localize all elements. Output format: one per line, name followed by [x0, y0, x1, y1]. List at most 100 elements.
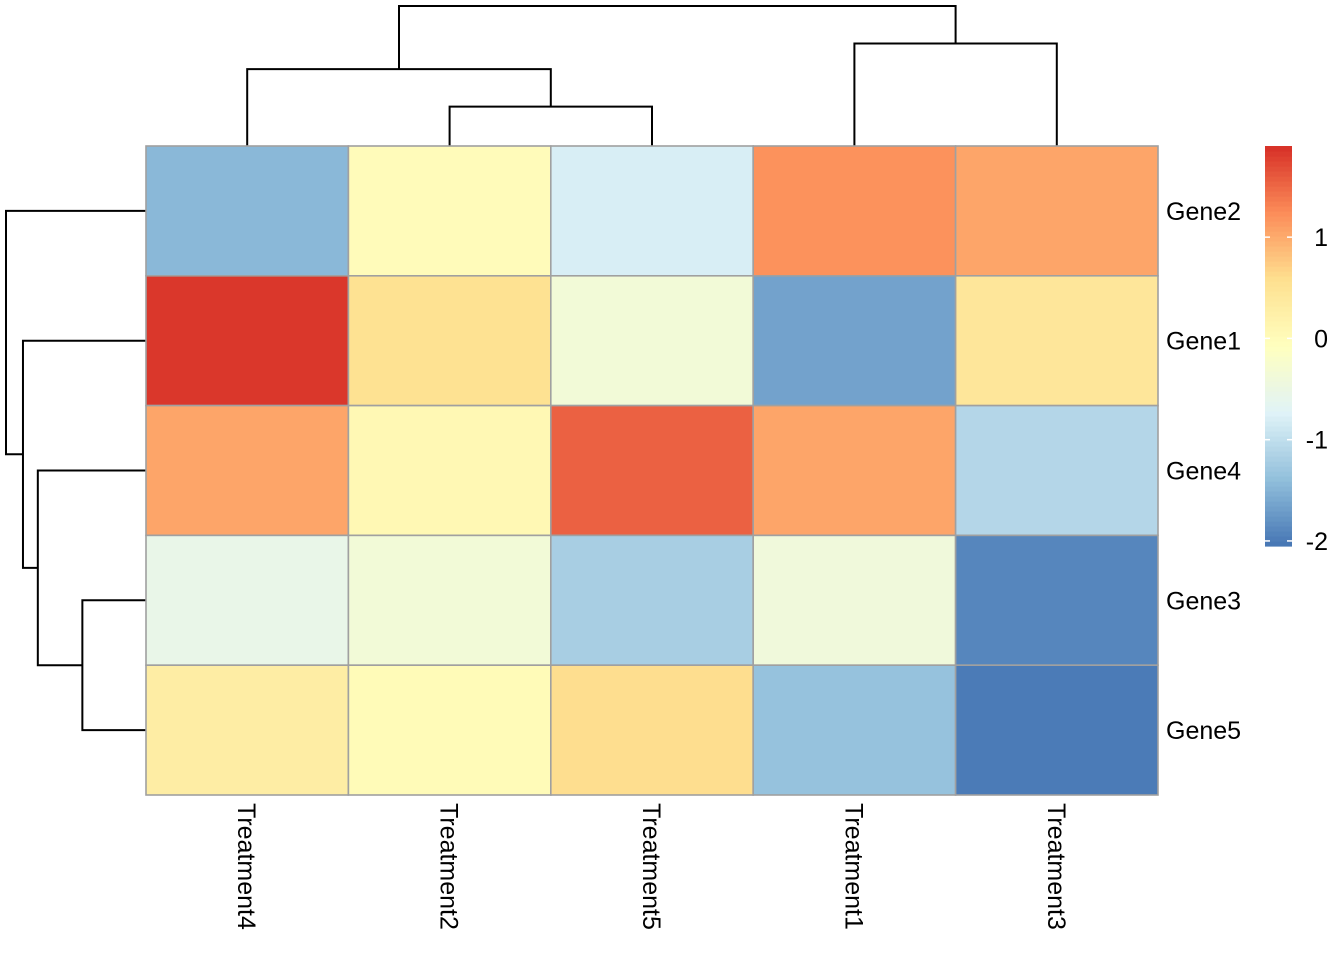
- legend-color-segment: [1265, 151, 1292, 157]
- row-dendrogram-link-3: [21, 339, 146, 569]
- legend-color-segment: [1265, 376, 1292, 382]
- legend-color-segment: [1265, 286, 1292, 292]
- legend-color-segment: [1265, 316, 1292, 322]
- legend-color-segment: [1265, 296, 1292, 302]
- cell-gene2-treatment3: [954, 145, 1159, 277]
- cell-gene5-treatment3: [954, 664, 1159, 796]
- legend-color-segment: [1265, 461, 1292, 467]
- column-dendrogram-link-2: [246, 68, 552, 146]
- legend-color-segment: [1265, 396, 1292, 402]
- legend-color-segment: [1265, 516, 1292, 522]
- legend-tick-label: 0: [1314, 325, 1328, 353]
- legend-color-segment: [1265, 246, 1292, 252]
- legend-color-segment: [1265, 271, 1292, 277]
- legend-color-segment: [1265, 311, 1292, 317]
- legend-color-segment: [1265, 256, 1292, 262]
- column-label-treatment2: Treatment2: [435, 803, 463, 930]
- cell-gene3-treatment1: [752, 534, 957, 667]
- legend-color-segment: [1265, 191, 1292, 197]
- legend-color-segment: [1265, 536, 1292, 542]
- legend-color-segment: [1265, 451, 1292, 457]
- legend-color-segment: [1265, 201, 1292, 207]
- legend-color-segment: [1265, 291, 1292, 297]
- cell-gene5-treatment2: [347, 664, 552, 796]
- legend-color-segment: [1265, 441, 1292, 447]
- legend-color-segment: [1265, 506, 1292, 512]
- legend-color-segment: [1265, 426, 1292, 432]
- row-label-gene4: Gene4: [1166, 458, 1241, 486]
- legend-color-segment: [1265, 326, 1292, 332]
- legend-color-segment: [1265, 321, 1292, 327]
- row-label-gene1: Gene1: [1166, 328, 1241, 356]
- column-dendrogram-link-4: [398, 5, 957, 70]
- legend-color-segment: [1265, 431, 1292, 437]
- legend-color-segment: [1265, 306, 1292, 312]
- legend-color-segment: [1265, 301, 1292, 307]
- legend-color-segment: [1265, 361, 1292, 367]
- cell-gene2-treatment1: [752, 145, 957, 277]
- row-labels: Gene2 Gene1 Gene4 Gene3 Gene5: [1166, 198, 1241, 745]
- legend-color-segment: [1265, 281, 1292, 287]
- cell-gene4-treatment3: [954, 404, 1159, 537]
- legend-color-segment: [1265, 351, 1292, 357]
- legend-color-segment: [1265, 196, 1292, 202]
- legend-color-segment: [1265, 186, 1292, 192]
- legend-color-segment: [1265, 276, 1292, 282]
- legend-color-segment: [1265, 406, 1292, 412]
- cell-gene4-treatment1: [752, 404, 957, 537]
- legend-color-segment: [1265, 371, 1292, 377]
- column-label-treatment5: Treatment5: [637, 803, 665, 930]
- cell-gene4-treatment5: [549, 404, 754, 537]
- cell-gene4-treatment4: [145, 404, 350, 537]
- legend-color-segment: [1265, 541, 1292, 547]
- column-label-treatment1: Treatment1: [839, 803, 867, 930]
- heatmap-cells: [145, 145, 1159, 796]
- cell-gene3-treatment3: [954, 534, 1159, 667]
- legend-color-segment: [1265, 356, 1292, 362]
- cell-gene2-treatment4: [145, 145, 350, 277]
- row-label-gene3: Gene3: [1166, 587, 1241, 615]
- legend-color-segment: [1265, 511, 1292, 517]
- cell-gene3-treatment2: [347, 534, 552, 667]
- legend-color-segment: [1265, 236, 1292, 242]
- row-dendrogram-link-4: [5, 209, 146, 456]
- legend-color-segment: [1265, 476, 1292, 482]
- legend-color-segment: [1265, 221, 1292, 227]
- cell-gene1-treatment1: [752, 274, 957, 407]
- legend-color-segment: [1265, 386, 1292, 392]
- cell-gene1-treatment4: [145, 274, 350, 407]
- legend-color-segment: [1265, 241, 1292, 247]
- cell-gene5-treatment1: [752, 664, 957, 796]
- cell-gene1-treatment2: [347, 274, 552, 407]
- legend-color-segment: [1265, 416, 1292, 422]
- column-dendrogram-link-3: [853, 42, 1058, 146]
- legend-color-segment: [1265, 411, 1292, 417]
- legend-color-segment: [1265, 501, 1292, 507]
- legend-color-segment: [1265, 381, 1292, 387]
- cell-gene1-treatment5: [549, 274, 754, 407]
- column-dendrogram: [246, 5, 1058, 146]
- cell-gene2-treatment5: [549, 145, 754, 277]
- legend-color-segment: [1265, 521, 1292, 527]
- legend-color-segment: [1265, 486, 1292, 492]
- legend-color-segment: [1265, 346, 1292, 352]
- legend-color-segment: [1265, 206, 1292, 212]
- color-legend: 1 0 -1 -2: [1265, 146, 1328, 556]
- legend-tick-label: -1: [1306, 427, 1328, 455]
- legend-tick-label: 1: [1314, 224, 1328, 252]
- legend-color-segment: [1265, 526, 1292, 532]
- cell-gene1-treatment3: [954, 274, 1159, 407]
- column-dendrogram-link-1: [448, 105, 653, 146]
- legend-color-segment: [1265, 401, 1292, 407]
- row-label-gene2: Gene2: [1166, 198, 1241, 226]
- legend-color-segment: [1265, 231, 1292, 237]
- legend-color-segment: [1265, 251, 1292, 257]
- legend-color-segment: [1265, 336, 1292, 342]
- cell-gene2-treatment2: [347, 145, 552, 277]
- cell-gene5-treatment5: [549, 664, 754, 796]
- row-label-gene5: Gene5: [1166, 717, 1241, 745]
- legend-color-segment: [1265, 226, 1292, 232]
- cell-gene4-treatment2: [347, 404, 552, 537]
- legend-color-segment: [1265, 331, 1292, 337]
- cell-gene3-treatment4: [145, 534, 350, 667]
